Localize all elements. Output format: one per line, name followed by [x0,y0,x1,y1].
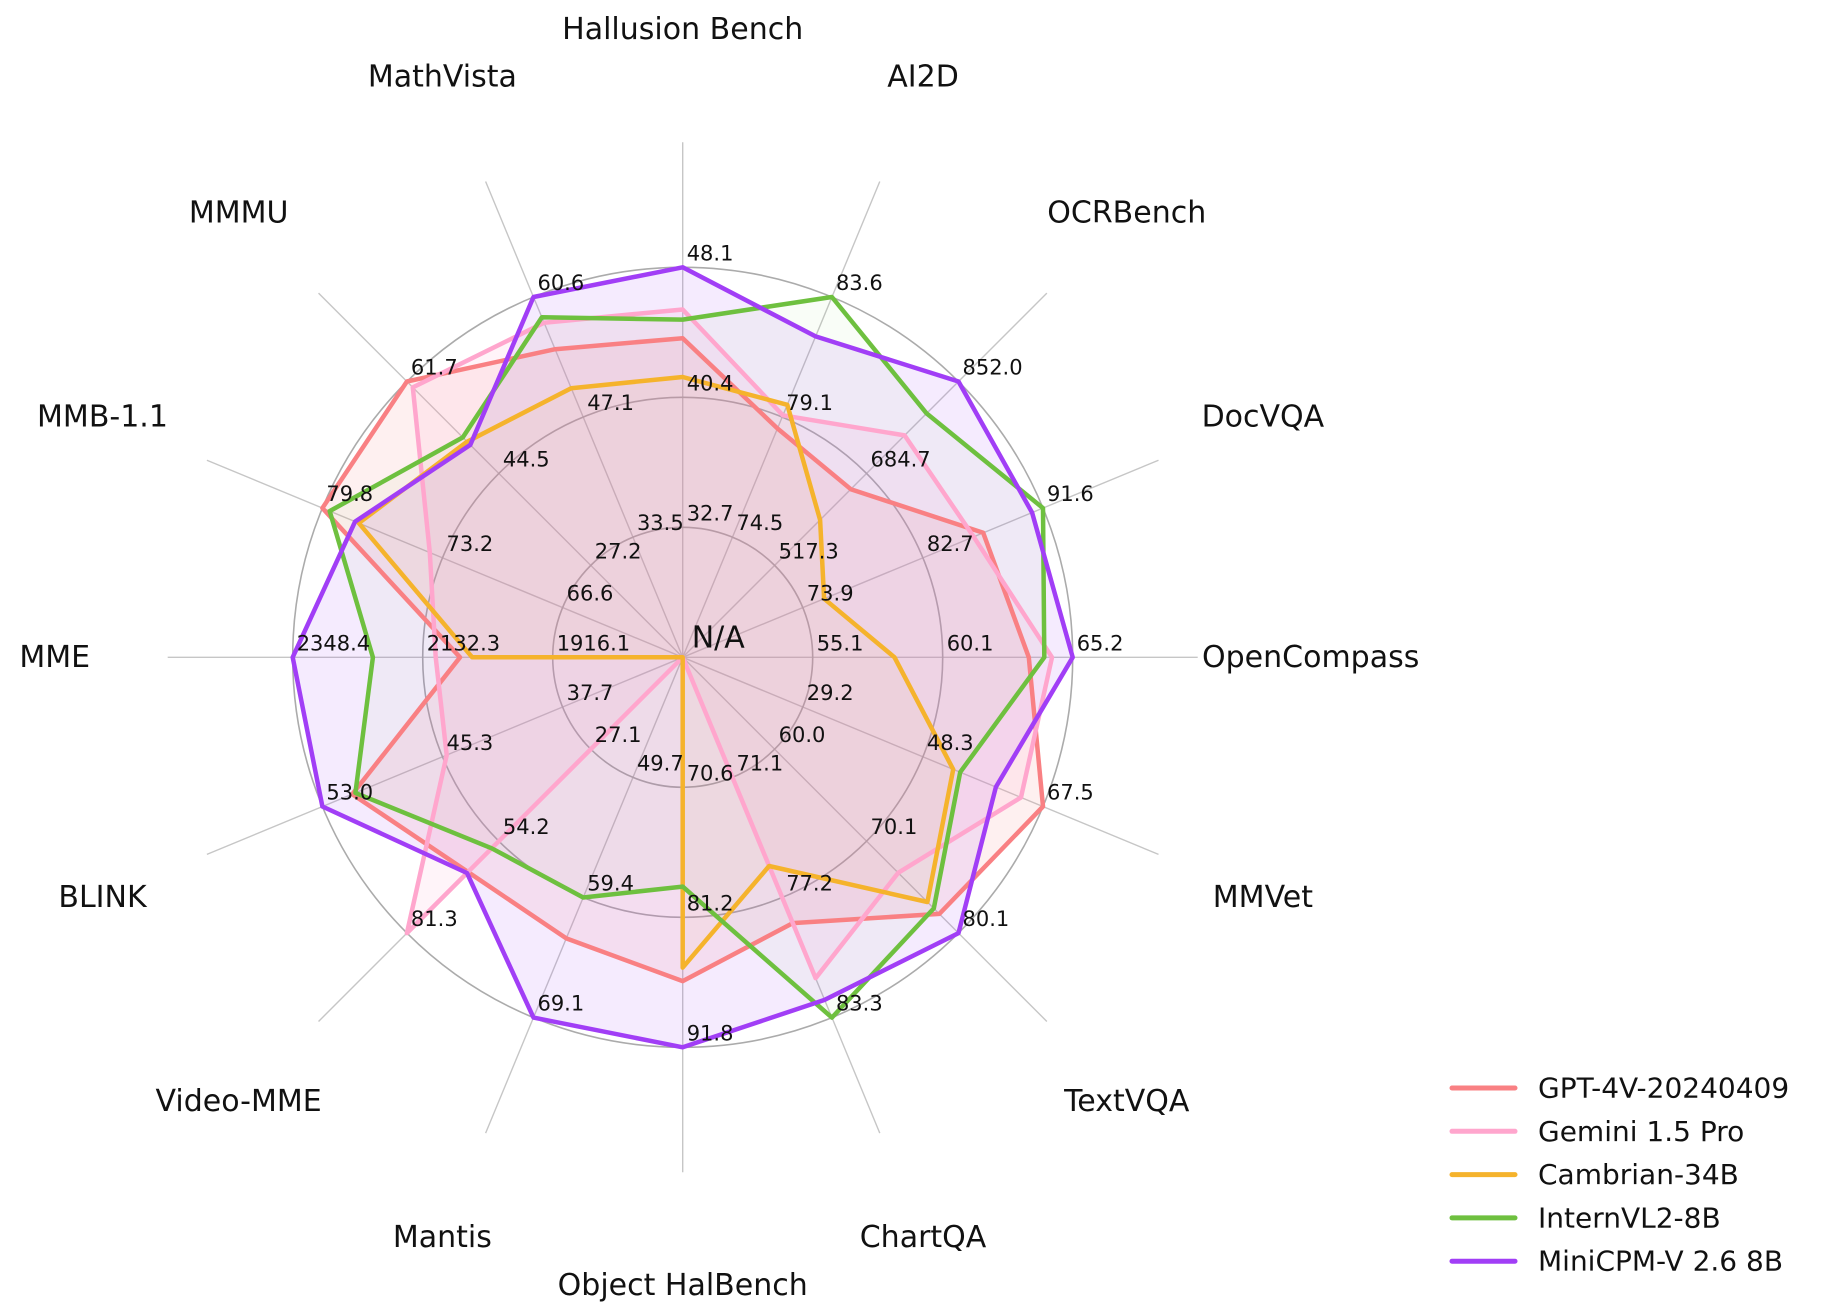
tick-label-chartqa-2: 77.2 [786,872,833,896]
series-line-gemini-1-5-pro [404,307,1055,981]
tick-label-object-halbench-2: 81.2 [687,891,734,915]
tick-label-mmmu-2: 44.5 [503,447,550,471]
axis-title-opencompass: OpenCompass [1202,640,1419,675]
tick-label-mmmu-3: 61.7 [411,356,458,380]
axis-line-mmmu [318,292,684,658]
axis-title-mmb-1-1: MMB-1.1 [37,399,168,434]
tick-label-docvqa-2: 82.7 [927,532,974,556]
legend-label-internvl2-8b: InternVL2-8B [1538,1201,1721,1234]
tick-label-object-halbench-3: 91.8 [687,1021,734,1045]
tick-label-mmb-1-1-1: 66.6 [567,582,614,606]
tick-label-video-mme-1: 27.1 [595,723,642,747]
axis-title-mmmu: MMMU [189,196,289,231]
axis-line-mmb-1-1 [206,459,683,658]
axis-title-object-halbench: Object HalBench [558,1268,808,1303]
tick-label-mmvet-2: 48.3 [927,731,974,755]
tick-label-blink-2: 45.3 [446,731,493,755]
axis-title-video-mme: Video-MME [156,1084,322,1119]
tick-label-mmb-1-1-3: 79.8 [326,482,373,506]
na-label: N/A [692,620,746,655]
axis-title-mmvet: MMVet [1213,880,1313,915]
axis-line-textvqa [682,656,1048,1022]
tick-label-hallusion-bench-3: 48.1 [687,241,734,265]
legend-label-gemini-1-5-pro: Gemini 1.5 Pro [1538,1115,1744,1148]
tick-label-mme-3: 2348.4 [297,631,370,655]
axis-title-chartqa: ChartQA [860,1220,987,1255]
series-line-minicpm-v-2-6-8b [290,265,1075,1050]
tick-label-mathvista-2: 47.1 [587,391,634,415]
tick-label-chartqa-1: 71.1 [736,751,783,775]
series-fill-gemini-1-5-pro [406,309,1052,979]
legend-label-cambrian-34b: Cambrian-34B [1538,1158,1739,1191]
legend-label-minicpm-v-2-6-8b: MiniCPM-V 2.6 8B [1538,1245,1783,1278]
tick-label-mantis-2: 59.4 [587,872,634,896]
axis-title-textvqa: TextVQA [1063,1084,1190,1119]
legend-label-gpt-4v-20240409: GPT-4V-20240409 [1538,1072,1789,1105]
axis-title-blink: BLINK [58,880,148,915]
tick-label-textvqa-1: 60.0 [779,723,826,747]
axis-title-mathvista: MathVista [368,60,517,95]
axis-line-docvqa [682,459,1159,658]
tick-label-mantis-3: 69.1 [537,992,584,1016]
axis-title-ai2d: AI2D [887,60,959,95]
tick-label-blink-3: 53.0 [326,781,373,805]
tick-label-docvqa-1: 73.9 [807,582,854,606]
tick-label-mmmu-1: 27.2 [595,539,642,563]
axis-title-mme: MME [19,640,90,675]
series-line-cambrian-34b [356,374,956,970]
axis-line-ai2d [682,181,881,658]
tick-label-hallusion-bench-2: 40.4 [687,371,734,395]
tick-label-chartqa-3: 83.3 [836,992,883,1016]
tick-label-textvqa-3: 80.1 [962,907,1009,931]
tick-label-mmvet-1: 29.2 [807,681,854,705]
tick-label-opencompass-3: 65.2 [1077,631,1124,655]
tick-label-mmb-1-1-2: 73.2 [446,532,493,556]
tick-label-mathvista-1: 33.5 [637,511,684,535]
series-fill-cambrian-34b [358,377,954,968]
tick-label-mme-1: 1916.1 [557,631,630,655]
tick-label-mathvista-3: 60.6 [537,271,584,295]
tick-label-blink-1: 37.7 [567,681,614,705]
tick-label-video-mme-2: 54.2 [503,815,550,839]
tick-label-opencompass-2: 60.1 [947,631,994,655]
axis-line-mathvista [484,181,684,658]
axis-line-mmvet [682,656,1159,856]
tick-label-video-mme-3: 81.3 [411,907,458,931]
tick-label-mmvet-3: 67.5 [1047,781,1094,805]
tick-label-textvqa-2: 70.1 [871,815,918,839]
axis-line-ocrbench [682,292,1048,658]
axis-title-docvqa: DocVQA [1202,399,1325,434]
tick-label-ocrbench-1: 517.3 [779,539,839,563]
axis-title-ocrbench: OCRBench [1047,196,1206,231]
tick-label-object-halbench-1: 70.6 [687,761,734,785]
axis-title-mantis: Mantis [393,1220,492,1255]
tick-label-mme-2: 2132.3 [427,631,500,655]
tick-label-hallusion-bench-1: 32.7 [687,501,734,525]
tick-label-ocrbench-3: 852.0 [962,356,1022,380]
tick-label-ai2d-1: 74.5 [736,511,783,535]
tick-label-ai2d-2: 79.1 [786,391,833,415]
tick-label-mantis-1: 49.7 [637,751,684,775]
series-fill-internvl2-8b [329,297,1045,1018]
tick-label-ocrbench-2: 684.7 [871,447,931,471]
tick-label-docvqa-3: 91.6 [1047,482,1094,506]
tick-label-opencompass-1: 55.1 [817,631,864,655]
tick-label-ai2d-3: 83.6 [836,271,883,295]
axis-title-hallusion-bench: Hallusion Bench [562,12,803,47]
